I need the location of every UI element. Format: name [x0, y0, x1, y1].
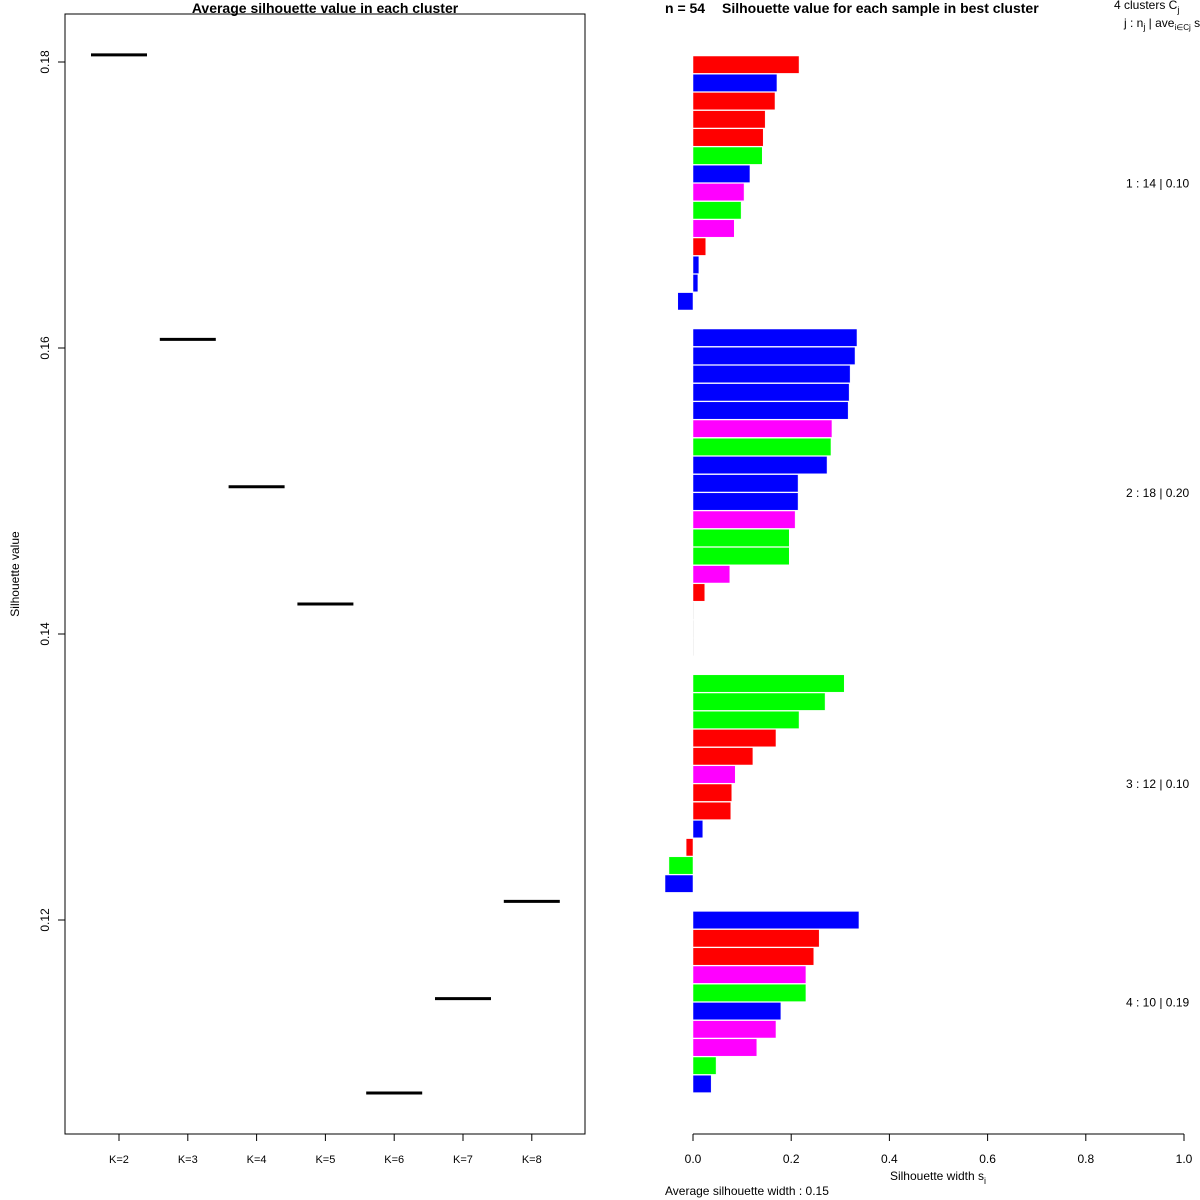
x-tick-label: 0.2: [783, 1152, 800, 1166]
silhouette-bar: [692, 638, 694, 657]
silhouette-bar: [692, 710, 800, 729]
silhouette-bar: [692, 201, 742, 220]
left-ylabel: Silhouette value: [8, 531, 22, 617]
silhouette-bar: [692, 237, 707, 256]
avg-silhouette-footer: Average silhouette width : 0.15: [665, 1184, 829, 1198]
silhouette-bar: [692, 219, 735, 238]
silhouette-bar: [692, 565, 731, 584]
silhouette-bar: [692, 1020, 777, 1039]
silhouette-bar: [692, 110, 766, 129]
silhouette-bar: [685, 838, 694, 857]
silhouette-bar: [692, 1056, 717, 1075]
silhouette-bar: [692, 1074, 712, 1093]
cluster-label: 3 : 12 | 0.10: [1126, 777, 1189, 791]
silhouette-bar: [692, 674, 845, 693]
y-tick-label: 0.18: [38, 50, 52, 74]
x-tick-label: K=5: [315, 1154, 335, 1166]
silhouette-bar: [692, 401, 849, 420]
silhouette-bar: [692, 929, 820, 948]
plot-frame: [64, 13, 586, 1135]
silhouette-bar: [692, 365, 851, 384]
x-tick-label: 1.0: [1176, 1152, 1193, 1166]
avg-silhouette-panel: Average silhouette value in each cluster…: [8, 0, 586, 1166]
right-title: Silhouette value for each sample in best…: [722, 0, 1039, 16]
silhouette-bar: [692, 1002, 782, 1021]
silhouette-bar: [692, 619, 694, 638]
silhouette-bar: [692, 456, 828, 475]
cluster-label: 4 : 10 | 0.19: [1126, 995, 1189, 1009]
silhouette-bar: [692, 583, 706, 602]
silhouette-bar: [692, 383, 850, 402]
x-tick-label: 0.4: [881, 1152, 898, 1166]
silhouette-bar: [668, 856, 694, 875]
left-title: Average silhouette value in each cluster: [192, 0, 459, 16]
silhouette-bar: [692, 911, 860, 930]
silhouette-bar: [692, 328, 858, 347]
silhouette-bar: [692, 947, 815, 966]
silhouette-bar: [692, 128, 764, 147]
silhouette-bar: [692, 692, 826, 711]
x-tick-label: K=6: [384, 1154, 404, 1166]
silhouette-bar: [692, 492, 799, 511]
legend-header-1: 4 clusters Cj: [1114, 0, 1179, 15]
silhouette-bar: [692, 437, 832, 456]
silhouette-bar: [692, 729, 777, 748]
silhouette-bar: [692, 783, 733, 802]
silhouette-bar: [692, 601, 694, 620]
silhouette-bar: [692, 820, 704, 839]
silhouette-bar: [692, 55, 800, 74]
silhouette-bar: [692, 419, 833, 438]
right-title-n: n = 54: [665, 0, 705, 16]
silhouette-bar: [692, 346, 856, 365]
silhouette-bar: [692, 73, 778, 92]
silhouette-bar: [692, 547, 790, 566]
x-tick-label: 0.8: [1077, 1152, 1094, 1166]
silhouette-bar: [692, 528, 790, 547]
silhouette-bar: [692, 510, 796, 529]
silhouette-bar: [692, 92, 776, 111]
right-xlabel: Silhouette width si: [890, 1169, 986, 1186]
silhouette-bar: [692, 474, 799, 493]
cluster-label: 1 : 14 | 0.10: [1126, 176, 1189, 190]
x-tick-label: K=8: [522, 1154, 542, 1166]
y-tick-label: 0.14: [38, 622, 52, 646]
silhouette-bar: [664, 874, 694, 893]
sample-silhouette-panel: n = 54 Silhouette value for each sample …: [664, 0, 1200, 1198]
x-tick-label: K=4: [247, 1154, 267, 1166]
silhouette-bar: [692, 183, 745, 202]
x-tick-label: K=3: [178, 1154, 198, 1166]
x-tick-label: 0.0: [685, 1152, 702, 1166]
y-tick-label: 0.16: [38, 336, 52, 360]
silhouette-bar: [692, 801, 732, 820]
silhouette-bar: [692, 747, 754, 766]
silhouette-bar: [692, 765, 736, 784]
silhouette-bar: [692, 255, 700, 274]
x-tick-label: K=2: [109, 1154, 129, 1166]
x-tick-label: K=7: [453, 1154, 473, 1166]
silhouette-bar: [677, 292, 694, 311]
silhouette-bar: [692, 274, 699, 293]
silhouette-bar: [692, 983, 807, 1002]
cluster-label: 2 : 18 | 0.20: [1126, 486, 1189, 500]
silhouette-bar: [692, 164, 751, 183]
y-tick-label: 0.12: [38, 908, 52, 932]
x-tick-label: 0.6: [979, 1152, 996, 1166]
silhouette-bar: [692, 965, 807, 984]
silhouette-bar: [692, 1038, 758, 1057]
legend-header-2: j : nj | avei∈Cj s: [1123, 16, 1200, 32]
silhouette-bar: [692, 146, 763, 165]
